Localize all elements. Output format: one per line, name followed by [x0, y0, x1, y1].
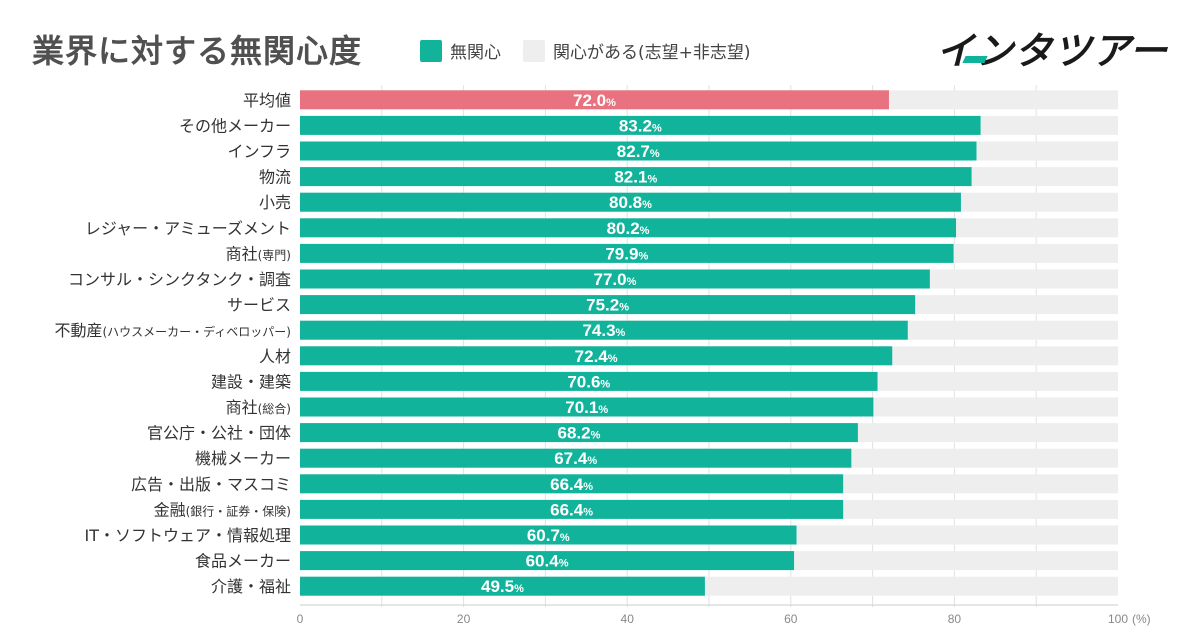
legend-label-interested: 関心がある(志望+非志望) — [553, 43, 751, 63]
category-label: インフラ — [227, 142, 291, 161]
data-label: 82.1% — [614, 168, 657, 187]
bar — [300, 90, 889, 110]
data-label: 80.8% — [609, 193, 652, 212]
bar — [300, 551, 795, 571]
bar — [300, 525, 797, 545]
bar — [300, 295, 916, 315]
data-label: 72.0% — [573, 91, 616, 110]
category-label: レジャー・アミューズメント — [85, 219, 291, 238]
category-label: 人材 — [259, 347, 291, 366]
category-label: 平均値 — [243, 91, 291, 110]
bar — [300, 243, 954, 263]
bar — [300, 397, 874, 417]
tick-label: 100 — [1108, 612, 1128, 626]
legend-item-interested: 関心がある(志望+非志望) — [523, 38, 751, 63]
data-label: 82.7% — [617, 142, 660, 161]
data-label: 66.4% — [550, 500, 593, 519]
data-label: 75.2% — [586, 296, 629, 315]
bar — [300, 423, 858, 443]
tick-label: 80 — [948, 612, 962, 626]
category-label: コンサル・シンクタンク・調査 — [68, 270, 291, 289]
bar — [300, 218, 957, 238]
data-label: 67.4% — [554, 449, 597, 468]
bar — [300, 576, 705, 596]
legend-label-uninterested: 無関心 — [450, 43, 501, 63]
data-label: 79.9% — [605, 244, 648, 263]
data-label: 68.2% — [558, 424, 601, 443]
category-label: その他メーカー — [179, 116, 291, 135]
bar — [300, 499, 844, 519]
category-label: 小売 — [259, 193, 291, 212]
bar — [300, 167, 972, 187]
legend: 無関心 関心がある(志望+非志望) — [420, 38, 773, 63]
bar — [300, 474, 844, 494]
tick-label: 0 — [297, 612, 304, 626]
data-label: 49.5% — [481, 577, 524, 596]
category-label: IT・ソフトウェア・情報処理 — [85, 526, 292, 545]
data-label: 60.4% — [526, 552, 569, 571]
category-label: 商社(総合) — [226, 398, 291, 417]
category-label: 建設・建築 — [211, 372, 291, 391]
data-label: 83.2% — [619, 116, 662, 135]
data-label: 74.3% — [582, 321, 625, 340]
bar — [300, 269, 930, 289]
tick-label: 60 — [784, 612, 798, 626]
bar — [300, 371, 878, 391]
data-label: 60.7% — [527, 526, 570, 545]
bar — [300, 448, 852, 468]
data-label: 70.1% — [565, 398, 608, 417]
data-label: 80.2% — [607, 219, 650, 238]
category-label: 広告・出版・マスコミ — [131, 475, 291, 494]
legend-item-uninterested: 無関心 — [420, 38, 501, 63]
bar — [300, 115, 981, 135]
chart-title: 業界に対する無関心度 — [32, 32, 363, 70]
data-label: 66.4% — [550, 475, 593, 494]
category-label: 介護・福祉 — [211, 577, 291, 596]
category-label: 食品メーカー — [195, 552, 291, 571]
bar — [300, 141, 977, 161]
brand-logo: インタツアー — [936, 29, 1168, 73]
axis-unit-label: (%) — [1132, 612, 1151, 626]
tick-label: 20 — [457, 612, 471, 626]
category-label: 機械メーカー — [195, 449, 291, 468]
category-label: 金融(銀行・証券・保険) — [154, 500, 291, 519]
tick-label: 40 — [621, 612, 635, 626]
category-label: 商社(専門) — [226, 244, 291, 263]
legend-swatch-uninterested — [420, 39, 442, 62]
bar — [300, 192, 961, 212]
legend-swatch-interested — [523, 39, 545, 62]
data-label: 70.6% — [567, 372, 610, 391]
data-label: 72.4% — [575, 347, 618, 366]
category-label: 官公庁・公社・団体 — [147, 424, 291, 443]
bar — [300, 320, 908, 340]
category-label: サービス — [227, 296, 291, 315]
category-label: 物流 — [259, 168, 291, 187]
category-label: 不動産(ハウスメーカー・ディベロッパー) — [54, 321, 291, 340]
bar — [300, 346, 893, 366]
data-label: 77.0% — [593, 270, 636, 289]
